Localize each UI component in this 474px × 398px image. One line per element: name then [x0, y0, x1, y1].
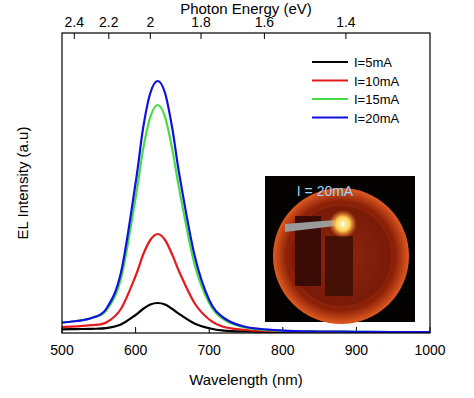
plot-frame: [62, 33, 430, 333]
x2-tick-label: 2: [146, 14, 154, 30]
x-tick-label: 800: [271, 342, 295, 358]
inset-disc: [273, 188, 409, 324]
inset-spot: [329, 210, 357, 238]
legend-line: [312, 116, 348, 118]
inset-inner: [291, 206, 391, 306]
legend-line: [312, 61, 348, 63]
annotation: I = 20mA: [297, 183, 354, 199]
legend-label: I=20mA: [354, 111, 399, 126]
legend-label: I=5mA: [354, 55, 392, 70]
x2-tick-label: 2.2: [99, 14, 119, 30]
x-axis-label: Wavelength (nm): [189, 371, 303, 388]
inset-contact: [325, 236, 353, 296]
x2-axis-label: Photon Energy (eV): [180, 0, 312, 17]
x2-tick: [264, 33, 265, 39]
legend-label: I=10mA: [354, 74, 399, 89]
x2-tick: [201, 33, 202, 39]
x-tick: [135, 327, 136, 333]
x-tick-label: 700: [198, 342, 222, 358]
y-axis-label: EL Intensity (a.u): [14, 127, 31, 240]
series-line: [62, 105, 430, 332]
legend-line: [312, 98, 348, 100]
x-tick-label: 1000: [414, 342, 445, 358]
legend-label: I=15mA: [354, 92, 399, 107]
inset-probe: [285, 220, 335, 232]
x2-tick: [150, 33, 151, 39]
x2-tick-label: 1.4: [336, 14, 356, 30]
legend-line: [312, 79, 348, 81]
x2-tick: [74, 33, 75, 39]
chart: 50060070080090010002.42.221.81.61.4I = 2…: [0, 0, 474, 398]
x2-tick: [108, 33, 109, 39]
x-tick-label: 600: [124, 342, 148, 358]
series-group: [62, 81, 430, 332]
x-tick-label: 500: [50, 342, 74, 358]
x2-tick: [345, 33, 346, 39]
x2-tick-label: 2.4: [65, 14, 85, 30]
series-line: [62, 81, 430, 332]
inset: I = 20mA: [265, 176, 415, 324]
x-tick-label: 900: [345, 342, 369, 358]
